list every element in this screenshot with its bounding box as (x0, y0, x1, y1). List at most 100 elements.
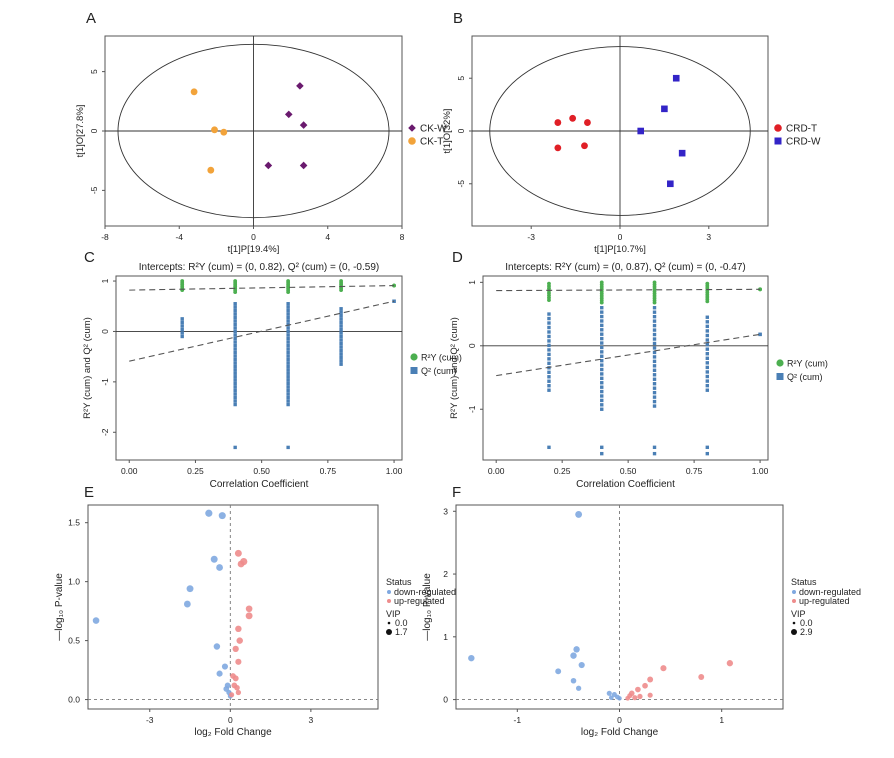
axis-c-ytick-label: -2 (100, 428, 110, 436)
axis-c-ytick-label: -1 (100, 378, 110, 386)
legend-vip-small (387, 621, 391, 625)
axis-e-ytick-label: 0.5 (68, 636, 80, 646)
r2y-point (599, 280, 604, 285)
q2-point (233, 347, 237, 351)
legend-label-r2y: R²Y (cum) (421, 353, 462, 363)
x-axis-title: Correlation Coefficient (210, 479, 309, 490)
q2-point (705, 361, 710, 365)
q2-point (233, 392, 237, 396)
axis-c-xtick-label: 0.50 (253, 466, 270, 476)
q2-point (233, 302, 237, 306)
q2-point (600, 394, 604, 398)
q2-point (652, 386, 657, 390)
q2-point (652, 337, 657, 341)
q2-point (652, 346, 657, 350)
x-axis-title: log₂ Fold Change (194, 727, 272, 738)
q2-regression-line (496, 333, 761, 377)
q2-point (233, 329, 237, 334)
q2-point (339, 362, 343, 366)
y-axis-title: t[1]O[27.8%] (75, 105, 86, 158)
q2-point (705, 342, 710, 347)
q2-point (233, 322, 237, 327)
chart-title: Intercepts: R²Y (cum) = (0, 0.82), Q² (c… (139, 262, 379, 273)
data-point-ck-w (284, 110, 293, 119)
q2-point (286, 354, 290, 358)
up-regulated-point (642, 682, 648, 689)
q2-point (600, 345, 604, 350)
q2-point (233, 368, 237, 372)
q2-point (652, 310, 657, 314)
q2-point (286, 347, 290, 351)
q2-point (286, 399, 290, 403)
up-regulated-point (647, 692, 653, 698)
up-regulated-point (632, 695, 638, 701)
legend-label-down: down-regulated (799, 587, 861, 597)
q2-point (600, 363, 604, 367)
q2-point (547, 312, 551, 316)
axis-f-xtick-label: 1 (719, 715, 724, 725)
q2-point (600, 407, 604, 411)
r2y-point (180, 279, 185, 283)
axis-d-xtick-label: 0.50 (620, 466, 637, 476)
q2-point (652, 399, 657, 404)
q2-point (705, 333, 710, 338)
q2-point (652, 314, 657, 319)
plot-frame-d (482, 275, 769, 461)
q2-point (233, 336, 237, 341)
q2-point (600, 323, 604, 328)
q2-point (286, 445, 290, 450)
down-regulated-point (575, 685, 582, 691)
q2-point (180, 327, 184, 332)
q2-point (180, 324, 184, 328)
axis-e-ytick-label: 1.5 (68, 518, 80, 528)
q2-point (286, 336, 290, 341)
legend-title-vip: VIP (791, 609, 806, 619)
q2-point (233, 350, 237, 355)
q2-point (547, 388, 551, 392)
q2-point (600, 310, 604, 314)
q2-point (705, 352, 710, 356)
down-regulated-point (570, 652, 577, 659)
plot-frame-c (115, 275, 403, 461)
y-axis-title: R²Y (cum) and Q² (cum) (449, 317, 460, 419)
q2-point (547, 375, 551, 379)
q2-point (233, 402, 237, 407)
axis-d-xtick-label: 1.00 (752, 466, 769, 476)
q2-point (600, 372, 604, 376)
axis-b-ytick-label: -5 (456, 180, 466, 188)
data-point-crd-w (661, 105, 668, 113)
q2-point (600, 451, 604, 456)
q2-point (233, 308, 237, 313)
data-point-ck-w (299, 161, 308, 170)
q2-point (705, 315, 710, 319)
q2-point (600, 354, 604, 358)
legend-label-q2: Q² (cum) (421, 366, 457, 376)
data-point-ck-t (190, 88, 198, 96)
axis-c-xtick-label: 0.00 (121, 466, 138, 476)
q2-point (547, 348, 551, 352)
q2-point (286, 326, 290, 330)
q2-point (600, 385, 604, 389)
q2-point (286, 388, 290, 393)
q2-point (652, 319, 657, 323)
panel-letter-d: D (452, 249, 463, 266)
axis-f-xtick-label: 0 (617, 715, 622, 725)
up-regulated-point (232, 675, 239, 682)
q2-point (547, 321, 551, 325)
data-point-ck-t (220, 128, 228, 136)
q2-point (180, 317, 184, 321)
q2-point (547, 445, 551, 450)
axis-a-xtick-label: -8 (101, 232, 109, 242)
q2-point (286, 361, 290, 365)
q2-point (652, 328, 657, 332)
x-axis-title: Correlation Coefficient (576, 479, 675, 490)
q2-point (339, 341, 343, 346)
down-regulated-point (578, 661, 585, 669)
q2-point (652, 445, 657, 450)
r2y-point (705, 281, 710, 286)
legend-vip-large (791, 629, 797, 635)
q2-point (233, 305, 237, 309)
q2-point (286, 322, 290, 327)
q2-point (600, 367, 604, 372)
